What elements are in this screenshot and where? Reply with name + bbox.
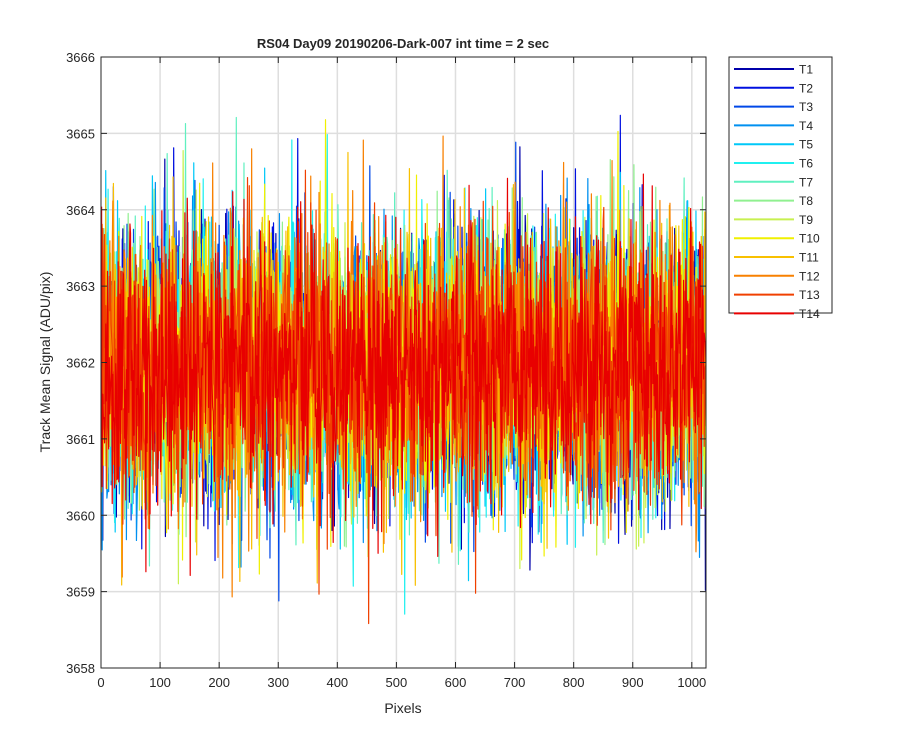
y-tick-label: 3659 xyxy=(66,585,95,600)
legend-label-t13: T13 xyxy=(799,288,820,302)
axis-ticks: 0 100 200 300 400 500 600 700 800 900 1000 3658 3659… xyxy=(66,50,706,690)
legend-label-t2: T2 xyxy=(799,81,813,95)
y-axis-label: Track Mean Signal (ADU/pix) xyxy=(37,272,53,453)
chart-title: RS04 Day09 20190206-Dark-007 int time = … xyxy=(257,36,549,51)
y-tick-label: 3665 xyxy=(66,126,95,141)
x-tick-label: 0 xyxy=(97,675,104,690)
x-tick-label: 300 xyxy=(267,675,289,690)
series-line-t13 xyxy=(101,169,706,625)
legend-label-t7: T7 xyxy=(799,175,813,189)
y-tick-label: 3661 xyxy=(66,432,95,447)
legend-label-t14: T14 xyxy=(799,307,820,321)
x-tick-label: 800 xyxy=(563,675,585,690)
legend-label-t1: T1 xyxy=(799,63,813,77)
legend-label-t3: T3 xyxy=(799,100,813,114)
legend-label-t4: T4 xyxy=(799,119,813,133)
legend-label-t8: T8 xyxy=(799,194,813,208)
y-tick-label: 3663 xyxy=(66,279,95,294)
y-tick-label: 3664 xyxy=(66,203,95,218)
series-line-t14 xyxy=(101,173,706,577)
legend-label-t5: T5 xyxy=(799,138,813,152)
series-lines xyxy=(101,114,706,625)
legend: T1 T2 T3 T4 T5 T6 T7 T8 T9 T10 T11 T12 T13 T14 xyxy=(728,56,833,321)
y-tick-label: 3658 xyxy=(66,661,95,676)
x-axis-label: Pixels xyxy=(384,700,421,716)
y-tick-label: 3666 xyxy=(66,50,95,65)
y-tick-label: 3662 xyxy=(66,356,95,371)
x-tick-label: 1000 xyxy=(677,675,706,690)
legend-label-t9: T9 xyxy=(799,213,813,227)
y-tick-label: 3660 xyxy=(66,508,95,523)
x-tick-label: 600 xyxy=(445,675,467,690)
legend-label-t12: T12 xyxy=(799,269,820,283)
x-tick-label: 400 xyxy=(326,675,348,690)
legend-label-t6: T6 xyxy=(799,157,813,171)
x-tick-label: 700 xyxy=(504,675,526,690)
x-tick-label: 200 xyxy=(208,675,230,690)
x-tick-label: 500 xyxy=(386,675,408,690)
legend-label-t10: T10 xyxy=(799,232,820,246)
x-tick-label: 100 xyxy=(149,675,171,690)
legend-box xyxy=(728,56,833,314)
x-tick-label: 900 xyxy=(622,675,644,690)
legend-label-t11: T11 xyxy=(799,251,819,265)
